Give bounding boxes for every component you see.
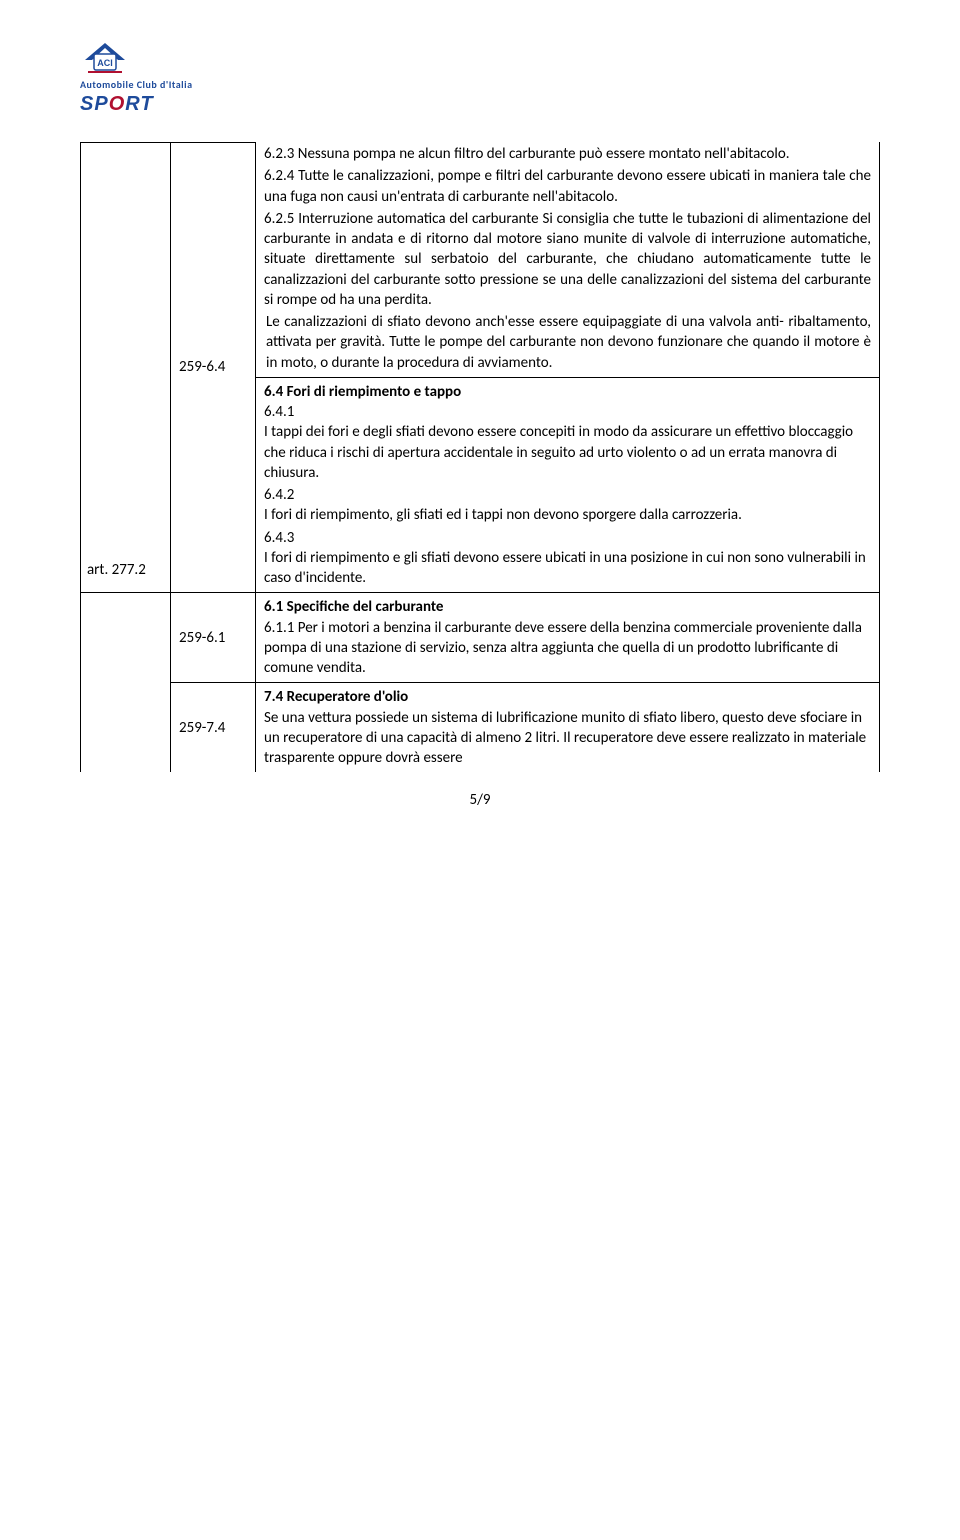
para-74: Se una vettura possiede un sistema di lu… <box>264 708 871 769</box>
para-625b: Le canalizzazioni di sfiato devono anch'… <box>266 312 871 373</box>
article-cell: art. 277.2 <box>81 142 171 593</box>
heading-74: 7.4 Recuperatore d'olio <box>264 687 871 707</box>
para-641: I tappi dei fori e degli sfiati devono e… <box>264 422 871 483</box>
para-623: 6.2.3 Nessuna pompa ne alcun filtro del … <box>264 144 871 164</box>
svg-text:ACI: ACI <box>97 58 113 68</box>
content-61: 6.1 Specifiche del carburante 6.1.1 Per … <box>256 593 880 683</box>
article-label: art. 277.2 <box>87 561 146 579</box>
article-cell-empty-2 <box>81 593 171 683</box>
para-643: I fori di riempimento e gli sfiati devon… <box>264 548 871 589</box>
ref-label-2: 259-6.1 <box>179 629 225 647</box>
regulation-table: art. 277.2 259-6.4 6.2.3 Nessuna pompa n… <box>80 142 880 773</box>
sport-logo-icon: SPORT <box>80 92 190 116</box>
heading-61: 6.1 Specifiche del carburante <box>264 597 871 617</box>
sport-label: SPORT <box>80 92 880 124</box>
ref-cell-1: 259-6.4 <box>171 142 256 593</box>
content-top: 6.2.3 Nessuna pompa ne alcun filtro del … <box>256 142 880 377</box>
logo-aci: ACI <box>80 40 880 78</box>
label-643: 6.4.3 <box>264 528 871 548</box>
para-611: 6.1.1 Per i motori a benzina il carburan… <box>264 618 871 679</box>
content-64: 6.4 Fori di riempimento e tappo 6.4.1 I … <box>256 377 880 593</box>
aci-emblem-icon: ACI <box>80 40 130 78</box>
content-74: 7.4 Recuperatore d'olio Se una vettura p… <box>256 683 880 773</box>
svg-text:SPORT: SPORT <box>80 93 154 115</box>
para-642: I fori di riempimento, gli sfiati ed i t… <box>264 505 871 525</box>
para-624: 6.2.4 Tutte le canalizzazioni, pompe e f… <box>264 166 871 207</box>
ref-label-1: 259-6.4 <box>179 358 225 376</box>
ref-cell-2: 259-6.1 <box>171 593 256 683</box>
label-642: 6.4.2 <box>264 485 871 505</box>
ref-label-3: 259-7.4 <box>179 719 225 737</box>
logo-block: ACI Automobile Club d'Italia SPORT <box>80 40 880 124</box>
page-number: 5/9 <box>80 790 880 810</box>
ref-cell-3: 259-7.4 <box>171 683 256 773</box>
article-cell-empty-3 <box>81 683 171 773</box>
club-label: Automobile Club d'Italia <box>80 78 880 92</box>
heading-64: 6.4 Fori di riempimento e tappo <box>264 382 871 402</box>
para-625a: 6.2.5 Interruzione automatica del carbur… <box>264 209 871 310</box>
label-641: 6.4.1 <box>264 402 871 422</box>
